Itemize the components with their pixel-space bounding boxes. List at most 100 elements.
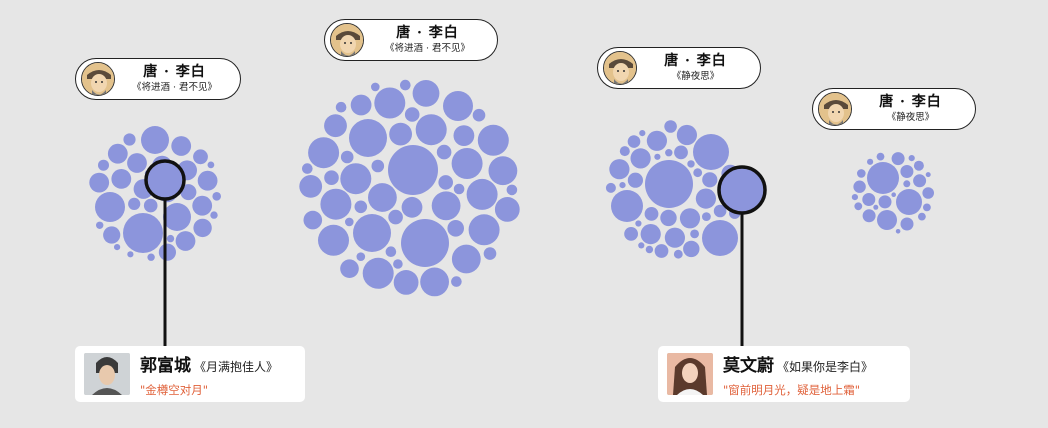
bubble	[192, 195, 213, 216]
poet-work: 《静夜思》	[886, 111, 935, 123]
bubble	[400, 79, 411, 91]
bubble	[923, 203, 931, 212]
bubble	[702, 212, 711, 222]
bubble	[212, 192, 221, 201]
bubble	[638, 242, 645, 249]
bubble	[908, 155, 915, 162]
bubble	[611, 190, 643, 222]
poet-label-3: 唐 · 李白 《静夜思》	[597, 47, 761, 89]
bubble	[605, 182, 616, 193]
bubble	[702, 172, 718, 188]
poet-name: 唐 · 李白	[396, 25, 459, 42]
bubble	[385, 246, 397, 257]
bubble	[147, 253, 155, 261]
bubble	[854, 202, 863, 211]
bubble	[371, 82, 380, 92]
bubble	[443, 91, 473, 121]
singer-name: 郭富城	[140, 355, 191, 376]
bubble	[674, 145, 688, 160]
bubble	[447, 220, 465, 237]
bubble	[690, 229, 699, 239]
bubble	[340, 259, 359, 279]
bubble	[175, 231, 196, 251]
bubble	[483, 247, 497, 260]
bubble	[900, 165, 914, 178]
bubble	[654, 153, 661, 160]
bubble	[713, 204, 727, 218]
bubble	[687, 160, 695, 168]
bubble	[673, 249, 683, 259]
bubble	[488, 156, 518, 186]
bubble	[867, 162, 899, 194]
poet-work: 《将进酒 · 君不见》	[131, 81, 218, 93]
bubble	[324, 114, 347, 138]
bubble	[171, 136, 192, 156]
bubble	[451, 244, 481, 274]
bubble	[158, 243, 176, 261]
bubble	[660, 209, 677, 227]
bubble	[96, 221, 104, 229]
poet-name: 唐 · 李白	[879, 94, 942, 111]
bubble	[913, 160, 924, 171]
bubble	[695, 188, 717, 209]
bubble	[702, 220, 738, 256]
bubble	[308, 137, 340, 169]
bubble	[853, 180, 866, 193]
singer-photo-icon	[667, 353, 713, 395]
bubble	[627, 135, 641, 148]
bubble	[468, 214, 500, 246]
bubble	[111, 169, 132, 189]
bubble	[180, 184, 197, 201]
bubble	[453, 125, 475, 146]
bubble	[345, 217, 354, 227]
bubble	[857, 169, 866, 178]
bubble	[324, 170, 339, 185]
poet-portrait-icon	[603, 51, 637, 85]
bubble	[679, 208, 701, 229]
bubble	[900, 217, 914, 231]
bubble	[873, 204, 879, 210]
bubble	[644, 207, 659, 221]
poet-work: 《将进酒 · 君不见》	[384, 42, 471, 54]
bubble	[431, 191, 461, 221]
bubble	[891, 192, 896, 197]
bubble	[335, 101, 347, 113]
singer-lyric-quote: "金樽空对月"	[140, 382, 209, 397]
bubble	[128, 197, 141, 210]
bubble	[123, 133, 136, 146]
bubble	[645, 245, 654, 254]
bubble	[393, 270, 419, 295]
bubble	[891, 152, 905, 166]
bubble	[665, 149, 673, 157]
singer-card-1[interactable]: 郭富城 《月满抱佳人》 "金樽空对月"	[75, 346, 305, 402]
singer-lyric-quote: "窗前明月光，疑是地上霜"	[723, 382, 861, 397]
bubble	[374, 87, 406, 119]
bubble	[867, 158, 874, 165]
bubble	[299, 175, 323, 198]
bubble	[349, 119, 387, 157]
bubble	[640, 224, 661, 245]
highlighted-bubble[interactable]	[717, 165, 767, 215]
bubble	[210, 211, 218, 219]
bubble	[350, 94, 372, 116]
poet-label-2: 唐 · 李白 《将进酒 · 君不见》	[324, 19, 498, 61]
bubble	[302, 163, 313, 174]
bubble	[193, 218, 212, 238]
bubble	[89, 172, 110, 193]
bubble	[664, 227, 686, 248]
poet-portrait-icon	[81, 62, 115, 96]
bubble	[127, 153, 147, 173]
bubble	[645, 160, 693, 208]
bubble	[466, 178, 498, 210]
singer-photo-icon	[84, 353, 130, 395]
highlighted-bubble[interactable]	[144, 159, 186, 201]
bubble	[609, 159, 630, 180]
bubble	[630, 148, 651, 169]
singer-card-2[interactable]: 莫文蔚 《如果你是李白》 "窗前明月光，疑是地上霜"	[658, 346, 910, 402]
bubble	[862, 193, 876, 206]
bubble	[876, 152, 885, 161]
bubble	[320, 188, 352, 220]
bubble	[354, 200, 368, 214]
bubble	[412, 80, 440, 107]
